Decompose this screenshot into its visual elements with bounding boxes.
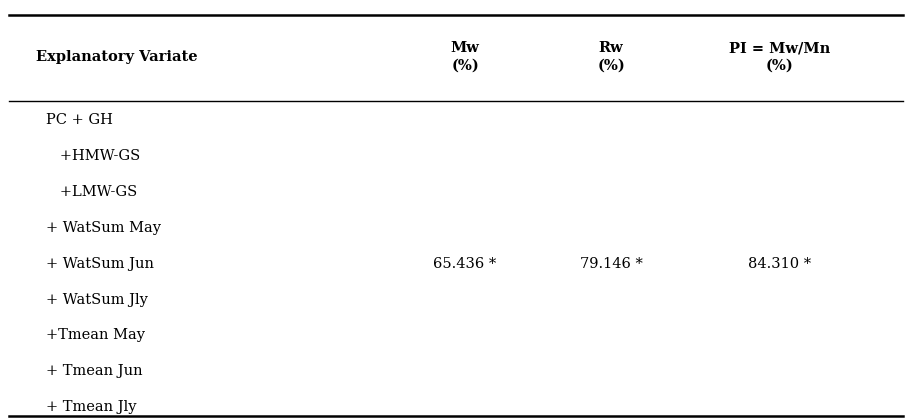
Text: + WatSum Jun: + WatSum Jun xyxy=(46,257,153,270)
Text: + Tmean Jun: + Tmean Jun xyxy=(46,365,142,378)
Text: Rw
(%): Rw (%) xyxy=(597,41,624,72)
Text: + Tmean Jly: + Tmean Jly xyxy=(46,400,136,415)
Text: +Tmean May: +Tmean May xyxy=(46,328,145,342)
Text: 65.436 *: 65.436 * xyxy=(433,257,496,270)
Text: +LMW-GS: +LMW-GS xyxy=(46,185,137,199)
Text: + WatSum May: + WatSum May xyxy=(46,220,160,235)
Text: Explanatory Variate: Explanatory Variate xyxy=(36,50,198,64)
Text: + WatSum Jly: + WatSum Jly xyxy=(46,292,148,307)
Text: 84.310 *: 84.310 * xyxy=(747,257,811,270)
Text: PC + GH: PC + GH xyxy=(46,113,112,127)
Text: Mw
(%): Mw (%) xyxy=(450,41,479,72)
Text: +HMW-GS: +HMW-GS xyxy=(46,149,139,163)
Text: 79.146 *: 79.146 * xyxy=(579,257,641,270)
Text: PI = Mw/Mn
(%): PI = Mw/Mn (%) xyxy=(728,41,830,72)
